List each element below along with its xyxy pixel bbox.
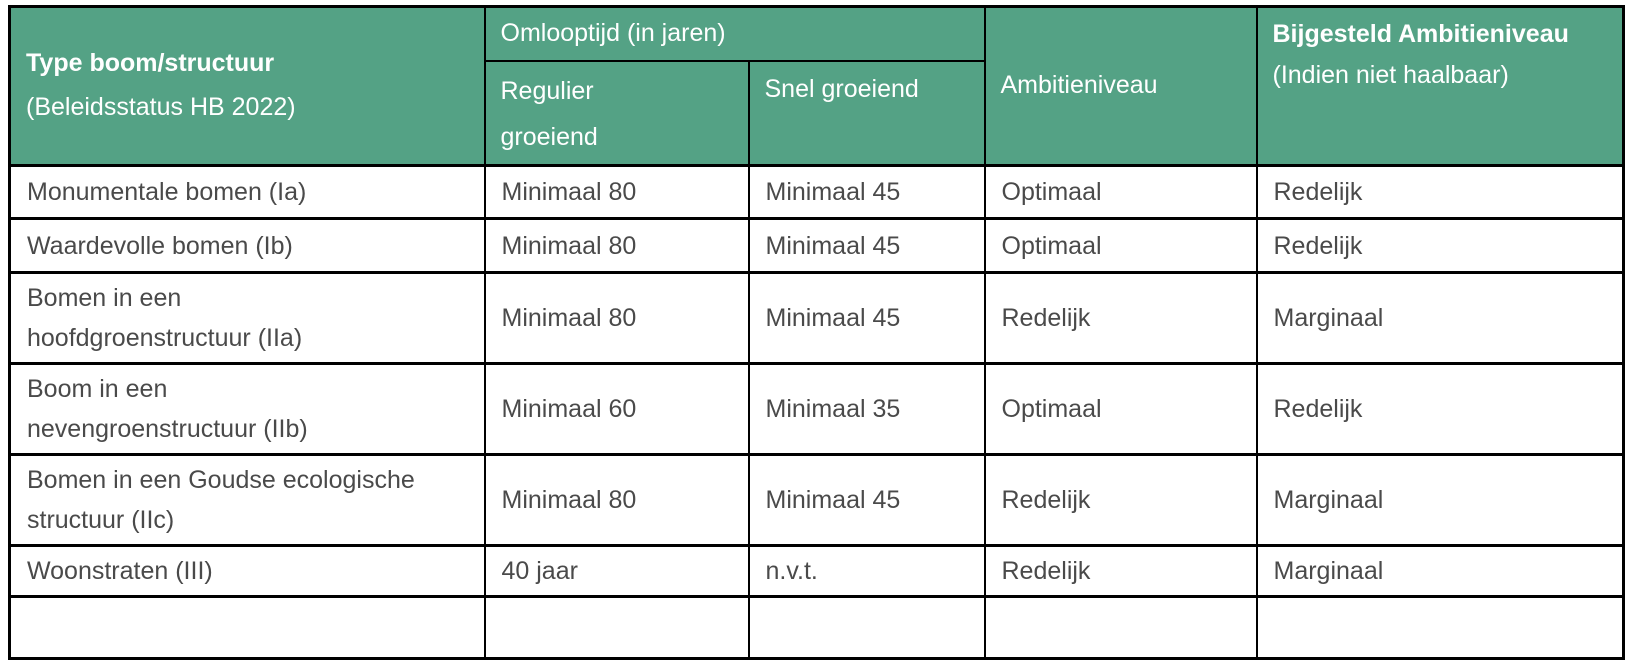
cell-type: Woonstraten (III) — [8, 544, 486, 599]
cell-regulier: Minimaal 80 — [483, 271, 750, 366]
cell-snel: Minimaal 45 — [747, 453, 986, 548]
header-regulier-label: Regulier groeiend — [500, 76, 598, 151]
cell-type: Boom in een nevengroenstructuur (IIb) — [8, 362, 486, 457]
cell-ambitieniveau — [983, 595, 1258, 660]
cell-regulier: 40 jaar — [483, 544, 750, 599]
cell-ambitieniveau: Optimaal — [983, 164, 1258, 221]
cell-snel: Minimaal 45 — [747, 164, 986, 221]
cell-type: Waardevolle bomen (Ib) — [8, 217, 486, 275]
header-bijgesteld-subtitle: (Indien niet haalbaar) — [1272, 61, 1509, 90]
cell-type — [8, 595, 486, 660]
header-type: Type boom/structuur (Beleidsstatus HB 20… — [8, 5, 486, 167]
header-type-title: Type boom/structuur — [26, 49, 275, 78]
cell-bijgesteld: Marginaal — [1255, 544, 1625, 599]
header-type-subtitle: (Beleidsstatus HB 2022) — [26, 93, 296, 122]
cell-snel — [747, 595, 986, 660]
header-ambitieniveau: Ambitieniveau — [983, 5, 1258, 167]
cell-snel: Minimaal 45 — [747, 271, 986, 366]
cell-type: Monumentale bomen (Ia) — [8, 164, 486, 221]
cell-ambitieniveau: Redelijk — [983, 271, 1258, 366]
cell-ambitieniveau: Optimaal — [983, 362, 1258, 457]
cell-bijgesteld — [1255, 595, 1625, 660]
cell-ambitieniveau: Redelijk — [983, 453, 1258, 548]
cell-ambitieniveau: Redelijk — [983, 544, 1258, 599]
table-row: Waardevolle bomen (Ib) Minimaal 80 Minim… — [8, 217, 1625, 275]
header-omlooptijd: Omlooptijd (in jaren) — [483, 5, 986, 62]
cell-regulier: Minimaal 60 — [483, 362, 750, 457]
cell-snel: Minimaal 45 — [747, 217, 986, 275]
table-row — [8, 595, 1625, 660]
header-bijgesteld: Bijgesteld Ambitieniveau (Indien niet ha… — [1255, 5, 1625, 167]
cell-type-text: Boom in een nevengroenstructuur (IIb) — [27, 375, 308, 444]
cell-bijgesteld: Redelijk — [1255, 217, 1625, 275]
cell-bijgesteld: Redelijk — [1255, 164, 1625, 221]
table-row: Bomen in een hoofdgroenstructuur (IIa) M… — [8, 271, 1625, 366]
header-snel-groeiend: Snel groeiend — [747, 59, 986, 167]
table-row: Monumentale bomen (Ia) Minimaal 80 Minim… — [8, 164, 1625, 221]
header-row-sub: Regulier groeiend Snel groeiend — [10, 59, 1624, 167]
header-row-top: Type boom/structuur (Beleidsstatus HB 20… — [8, 5, 1625, 167]
cell-bijgesteld: Redelijk — [1255, 362, 1625, 457]
cell-regulier: Minimaal 80 — [483, 453, 750, 548]
cell-snel: n.v.t. — [747, 544, 986, 599]
table-row: Woonstraten (III) 40 jaar n.v.t. Redelij… — [8, 544, 1625, 599]
cell-type: Bomen in een Goudse ecologische structuu… — [8, 453, 486, 548]
table-row: Boom in een nevengroenstructuur (IIb) Mi… — [8, 362, 1625, 457]
cell-regulier — [483, 595, 750, 660]
cell-regulier: Minimaal 80 — [483, 217, 750, 275]
header-bijgesteld-title: Bijgesteld Ambitieniveau — [1272, 20, 1569, 48]
cell-regulier: Minimaal 80 — [483, 164, 750, 221]
cell-type-text: Bomen in een hoofdgroenstructuur (IIa) — [27, 284, 303, 353]
cell-bijgesteld: Marginaal — [1255, 453, 1625, 548]
cell-type: Bomen in een hoofdgroenstructuur (IIa) — [8, 271, 486, 366]
cell-ambitieniveau: Optimaal — [983, 217, 1258, 275]
tree-policy-table: Type boom/structuur (Beleidsstatus HB 20… — [8, 5, 1625, 660]
header-regulier-groeiend: Regulier groeiend — [483, 59, 750, 167]
table-row: Bomen in een Goudse ecologische structuu… — [8, 453, 1625, 548]
cell-bijgesteld: Marginaal — [1255, 271, 1625, 366]
table-container: Type boom/structuur (Beleidsstatus HB 20… — [8, 5, 1625, 660]
cell-snel: Minimaal 35 — [747, 362, 986, 457]
